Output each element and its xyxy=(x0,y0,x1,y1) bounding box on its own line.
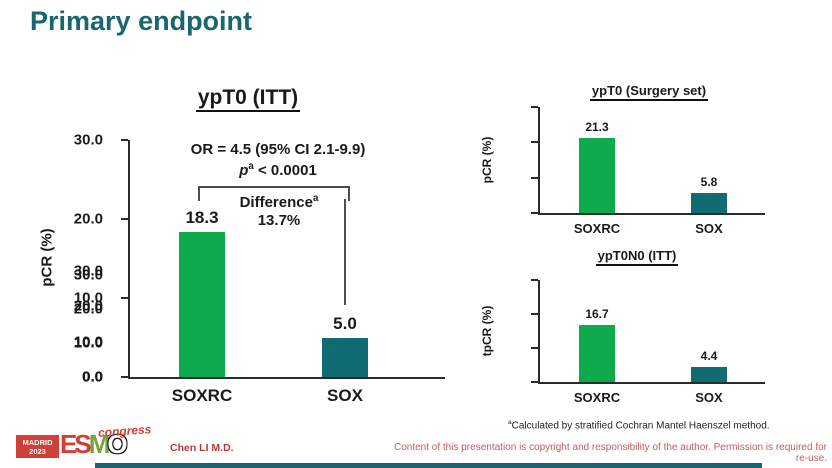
page-title: Primary endpoint xyxy=(30,6,253,36)
esmo-wordmark: ESMO xyxy=(60,429,128,460)
y-tick-mark xyxy=(531,212,538,214)
bar-value-label: 5.8 xyxy=(700,174,718,189)
bar-soxrc xyxy=(579,325,615,382)
esmo-letter-m: M xyxy=(88,429,111,459)
y-tick-label: 30.0 xyxy=(73,262,103,280)
p-superscript: a xyxy=(248,161,254,172)
esmo-congress-logo: MADRID 2023 ESMO congress xyxy=(16,422,166,464)
p-value-annotation: pa < 0.0001 xyxy=(118,161,438,179)
bottom-accent-strip xyxy=(95,463,762,468)
bar-group-sox: 4.4 SOX xyxy=(691,280,727,405)
x-category-label: SOXRC xyxy=(171,386,233,405)
x-category-label: SOXRC xyxy=(573,221,621,236)
bar-group-soxrc: 18.3 SOXRC xyxy=(172,140,232,405)
bar-soxrc xyxy=(179,232,225,377)
chart-title-text: ypT0 (ITT) xyxy=(195,86,301,112)
y-tick-label: 10.0 xyxy=(73,289,103,307)
y-tick-mark xyxy=(531,381,538,383)
difference-label: Differencea xyxy=(204,193,354,211)
chart-title-text: ypT0 (Surgery set) xyxy=(589,83,709,101)
chart-title-ypt0-surgery: ypT0 (Surgery set) xyxy=(538,83,760,101)
y-tick-label: 30.0 xyxy=(73,266,103,284)
y-axis-ticks-ypt0n0 xyxy=(488,280,532,382)
bar-plot-ypt0-surgery: 21.3 SOXRC 5.8 SOX xyxy=(531,106,765,236)
bar-value-label: 5.0 xyxy=(333,313,357,333)
bar-sox xyxy=(691,192,727,213)
y-tick-label: 20.0 xyxy=(73,210,103,228)
y-tick-mark xyxy=(531,106,538,108)
y-tick-mark xyxy=(531,141,538,144)
y-tick-label: 20.0 xyxy=(73,300,103,318)
y-tick-mark xyxy=(531,176,538,179)
esmo-congress-text: congress xyxy=(97,422,152,440)
esmo-city-text: MADRID xyxy=(22,438,53,447)
x-category-label: SOX xyxy=(695,221,723,236)
esmo-letter-o: O xyxy=(107,429,127,459)
bar-value-label: 21.3 xyxy=(585,119,609,134)
footnote-superscript: a xyxy=(508,419,512,426)
y-tick-label: 10.0 xyxy=(73,334,103,352)
y-tick-mark xyxy=(121,218,128,220)
y-axis-ticks-surgery xyxy=(488,107,532,213)
esmo-letter-e: E xyxy=(60,429,77,459)
x-category-label: SOX xyxy=(695,390,723,405)
y-tick-mark xyxy=(531,347,538,349)
bar-value-label: 4.4 xyxy=(700,349,718,364)
chart-title-text: ypT0N0 (ITT) xyxy=(595,248,679,266)
bar-group-soxrc: 16.7 SOXRC xyxy=(574,280,620,405)
esmo-madrid-2023-badge: MADRID 2023 xyxy=(16,435,59,458)
bar-plot-ypt0-itt: 18.3 SOXRC 5.0 SOX xyxy=(121,139,445,405)
bar-group-soxrc: 21.3 SOXRC xyxy=(574,107,620,236)
y-tick-label: 0.0 xyxy=(82,368,103,386)
y-tick-label: 0.0 xyxy=(82,368,103,386)
comparison-bracket xyxy=(198,186,350,201)
y-tick-label: 10.0 xyxy=(73,333,103,351)
y-tick-label: 0.0 xyxy=(82,368,103,386)
comparison-bracket-right-leg xyxy=(344,199,346,305)
p-symbol: p xyxy=(239,162,249,179)
y-tick-label: 20.0 xyxy=(73,297,103,315)
y-tick-mark xyxy=(121,139,128,141)
author-name: Chen LI M.D. xyxy=(170,442,234,454)
bar-group-sox: 5.0 SOX xyxy=(322,140,368,405)
y-tick-mark xyxy=(121,376,128,378)
difference-label-text: Difference xyxy=(239,194,313,211)
footnote: aCalculated by stratified Cochran Mantel… xyxy=(508,419,770,431)
bar-value-label: 16.7 xyxy=(585,307,609,322)
copyright-notice: Content of this presentation is copyrigh… xyxy=(393,442,827,464)
difference-value: 13.7% xyxy=(257,212,301,229)
y-axis-ticks-main: 30.0 20.0 10.0 0.0 30.0 20.0 10.0 0.0 30.0 20.0 10… xyxy=(58,132,116,386)
footnote-text: Calculated by stratified Cochran Mantel … xyxy=(511,420,770,432)
p-value-text: < 0.0001 xyxy=(253,162,317,179)
chart-title-ypt0n0-itt: ypT0N0 (ITT) xyxy=(527,248,747,266)
bar-group-sox: 5.8 SOX xyxy=(691,107,727,236)
x-category-label: SOXRC xyxy=(573,390,621,405)
x-category-label: SOX xyxy=(327,386,363,405)
bar-plot-ypt0n0-itt: 16.7 SOXRC 4.4 SOX xyxy=(531,279,765,405)
bar-value-label: 18.3 xyxy=(185,208,219,228)
odds-ratio-annotation: OR = 4.5 (95% CI 2.1-9.9) xyxy=(190,141,366,158)
esmo-letter-s: S xyxy=(74,429,91,459)
y-tick-label: 30.0 xyxy=(73,131,103,149)
bar-sox xyxy=(322,337,368,377)
y-tick-mark xyxy=(531,313,538,315)
esmo-year-text: 2023 xyxy=(29,447,46,457)
difference-superscript: a xyxy=(312,193,319,204)
y-tick-mark xyxy=(531,279,538,281)
y-axis-label-main: pCR (%) xyxy=(38,228,56,287)
chart-title-ypt0-itt: ypT0 (ITT) xyxy=(128,86,368,112)
y-tick-mark xyxy=(121,297,128,299)
bar-sox xyxy=(691,367,727,382)
bar-soxrc xyxy=(579,137,615,213)
